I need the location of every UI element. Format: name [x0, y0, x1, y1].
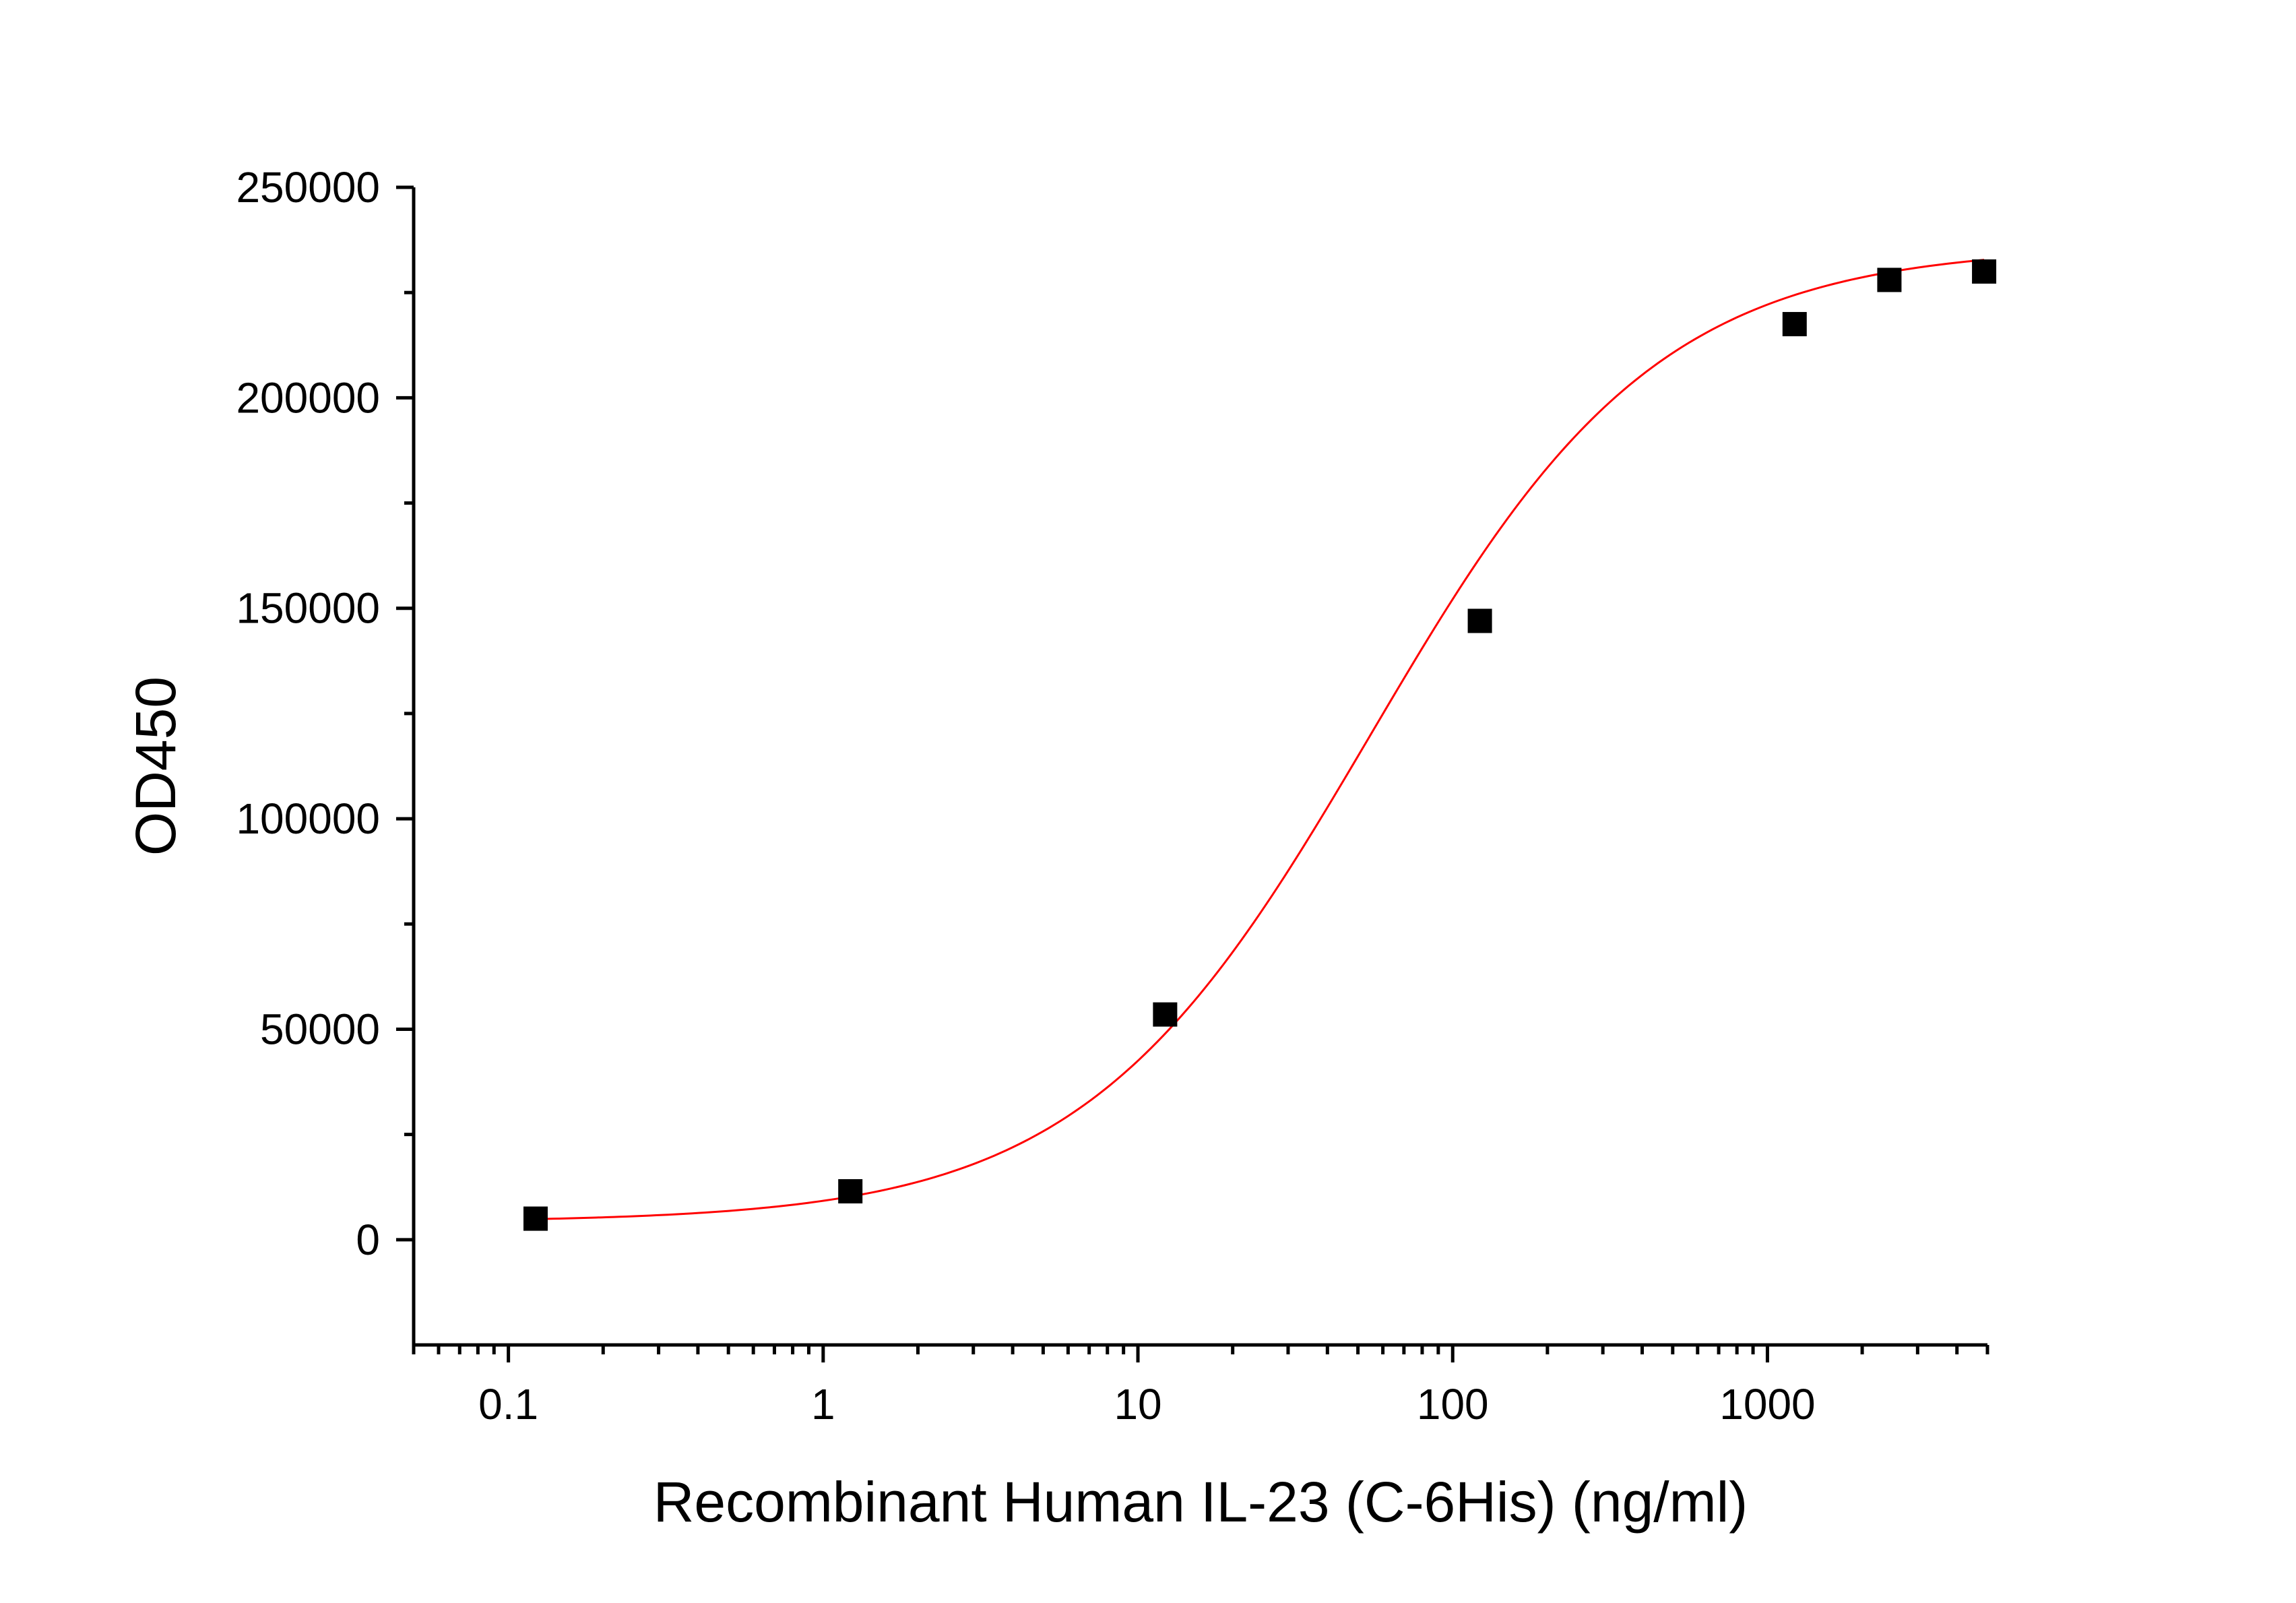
axes [412, 187, 1987, 1347]
x-tick-label: 0.1 [478, 1380, 538, 1428]
data-point [1782, 312, 1807, 337]
x-axis-title: Recombinant Human IL-23 (C-6His) (ng/ml) [653, 1470, 1748, 1534]
y-tick-label: 0 [356, 1216, 380, 1264]
data-point [1877, 268, 1902, 292]
data-point [1467, 608, 1492, 633]
x-tick-label: 10 [1114, 1380, 1161, 1428]
y-tick-label: 50000 [260, 1005, 380, 1053]
y-axis-title: OD450 [124, 677, 187, 856]
fit-curve [535, 259, 1985, 1220]
x-tick-label: 1000 [1719, 1380, 1815, 1428]
y-tick-label: 250000 [236, 163, 380, 212]
data-point [1972, 259, 1997, 284]
tick-labels: 0 50000 100000 150000 200000 250000 0.1 1 10 100 1… [236, 163, 1815, 1428]
y-tick-label: 150000 [236, 584, 380, 633]
y-tick-label: 100000 [236, 794, 380, 843]
ticks [396, 185, 1989, 1362]
data-point [838, 1178, 863, 1203]
plot-area [523, 259, 1997, 1231]
x-tick-label: 100 [1417, 1380, 1489, 1428]
data-point [523, 1206, 548, 1231]
x-tick-label: 1 [811, 1380, 835, 1428]
data-point [1153, 1002, 1178, 1027]
y-tick-label: 200000 [236, 373, 380, 422]
